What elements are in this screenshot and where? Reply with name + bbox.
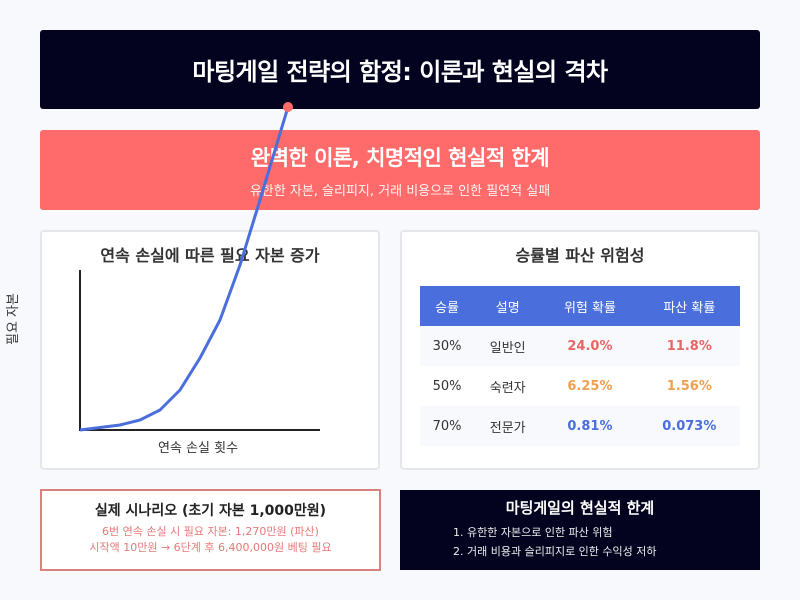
limits-box: 마팅게일의 현실적 한계 1. 유한한 자본으로 인한 파산 위험 2. 거래 … <box>400 490 760 570</box>
header-risk: 위험 확률 <box>541 286 639 326</box>
ruin-cell: 1.56% <box>666 378 712 394</box>
risk-cell: 24.0% <box>541 326 639 366</box>
win-rate-cell: 50% <box>432 378 462 394</box>
ruin-risk-table: 승률 설명 위험 확률 파산 확률 30% 일반인 24.0% 11.8% 50… <box>420 286 740 446</box>
header-ruin: 파산 확률 <box>638 286 740 326</box>
table-header-row: 승률 설명 위험 확률 파산 확률 <box>420 286 740 326</box>
scenario-box: 실제 시나리오 (초기 자본 1,000만원) 6번 연속 손실 시 필요 자본… <box>40 489 381 571</box>
description-cell: 일반인 <box>474 326 542 366</box>
limits-list: 1. 유한한 자본으로 인한 파산 위험 2. 거래 비용과 슬리피지로 인한 … <box>453 524 760 561</box>
ruin-cell: 0.073% <box>638 406 740 446</box>
limits-title: 마팅게일의 현실적 한계 <box>505 499 655 517</box>
scenario-line-1: 6번 연속 손실 시 필요 자본: 1,270만원 (파산) <box>102 525 319 538</box>
chart-title: 연속 손실에 따른 필요 자본 증가 <box>100 246 320 265</box>
banner-subtitle: 유한한 자본, 슬리피지, 거래 비용으로 인한 필연적 실패 <box>249 184 551 199</box>
highlight-banner: 완벽한 이론, 치명적인 현실적 한계 유한한 자본, 슬리피지, 거래 비용으… <box>40 130 760 210</box>
chart-y-axis-label: 필요 자본 <box>6 293 21 345</box>
win-rate-cell: 30% <box>420 326 475 366</box>
chart-x-axis-label: 연속 손실 횟수 <box>158 441 239 456</box>
header-description: 설명 <box>474 286 542 326</box>
header-win-rate: 승률 <box>420 286 475 326</box>
description-cell: 전문가 <box>474 406 542 446</box>
chart-card: 연속 손실에 따른 필요 자본 증가 <box>40 230 380 470</box>
risk-cell: 0.81% <box>541 406 639 446</box>
table-row: 30% 일반인 24.0% 11.8% <box>420 326 740 366</box>
limit-item: 2. 거래 비용과 슬리피지로 인한 수익성 저하 <box>453 544 657 558</box>
win-rate-cell: 70% <box>420 406 475 446</box>
table-title: 승률별 파산 위험성 <box>515 246 645 265</box>
banner-title: 완벽한 이론, 치명적인 현실적 한계 <box>250 146 550 170</box>
description-cell: 숙련자 <box>489 380 526 396</box>
scenario-title: 실제 시나리오 (초기 자본 1,000만원) <box>94 503 327 519</box>
table-row: 70% 전문가 0.81% 0.073% <box>420 406 740 446</box>
page-title: 마팅게일 전략의 함정: 이론과 현실의 격차 <box>192 58 608 86</box>
scenario-line-2: 시작액 10만원 → 6단계 후 6,400,000원 베팅 필요 <box>89 541 332 555</box>
ruin-cell: 11.8% <box>638 326 740 366</box>
title-banner: 마팅게일 전략의 함정: 이론과 현실의 격차 <box>40 30 760 109</box>
table-row: 50% 숙련자 6.25% 1.56% <box>420 366 740 406</box>
risk-cell: 6.25% <box>567 378 613 394</box>
limit-item: 1. 유한한 자본으로 인한 파산 위험 <box>453 526 613 539</box>
